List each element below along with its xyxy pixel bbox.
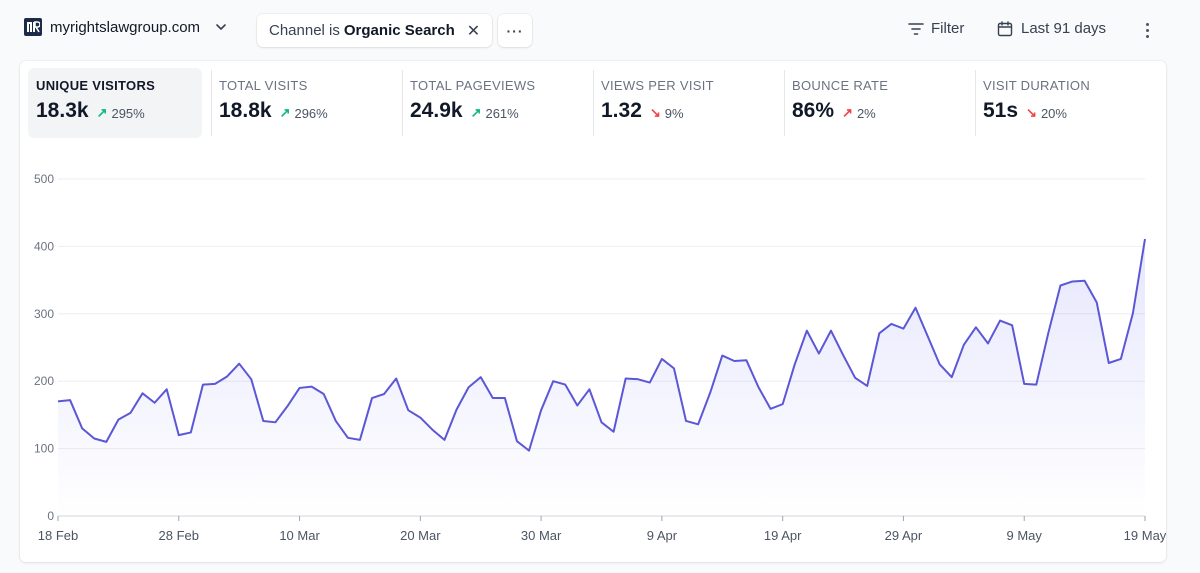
- x-tick-label: 29 Apr: [885, 528, 923, 543]
- metric-change: ↗ 296%: [280, 105, 328, 121]
- x-tick-label: 20 Mar: [400, 528, 441, 543]
- more-filters-button[interactable]: ···: [498, 14, 532, 47]
- arrow-down-right-icon: ↘: [649, 105, 661, 120]
- dashboard-card: UNIQUE VISITORS 18.3k ↗ 295% TOTAL VISITS 18.…: [20, 61, 1166, 562]
- y-tick-label: 100: [34, 442, 54, 456]
- metric-views-per-visit[interactable]: VIEWS PER VISIT 1.32 ↘ 9%: [593, 68, 784, 138]
- metric-change-value: 261%: [485, 105, 519, 121]
- metric-row: 1.32 ↘ 9%: [601, 99, 776, 123]
- y-axis: 0 100 200 300 400 500: [34, 172, 54, 523]
- metric-change-value: 20%: [1040, 105, 1067, 121]
- metric-row: 86% ↗ 2%: [792, 99, 967, 123]
- arrow-down-right-icon: ↘: [1026, 105, 1037, 120]
- metric-label: VISIT DURATION: [983, 78, 1091, 93]
- x-tick-label: 19 May: [1124, 528, 1166, 543]
- metric-label: TOTAL VISITS: [219, 78, 308, 93]
- x-tick-label: 10 Mar: [279, 528, 320, 543]
- metric-change: ↘ 9%: [650, 105, 684, 121]
- metric-change-value: 296%: [294, 105, 328, 121]
- x-tick-label: 28 Feb: [159, 528, 199, 543]
- y-tick-label: 300: [34, 307, 54, 321]
- metric-change: ↗ 2%: [842, 105, 876, 121]
- metric-label: VIEWS PER VISIT: [601, 78, 714, 93]
- arrow-up-right-icon: ↗: [96, 105, 108, 120]
- metric-value: 86%: [792, 99, 835, 122]
- y-tick-label: 500: [34, 172, 54, 186]
- metric-change-value: 2%: [856, 105, 876, 121]
- y-tick-label: 0: [47, 509, 54, 523]
- x-tick-label: 19 Apr: [764, 528, 802, 543]
- metric-total-pageviews[interactable]: TOTAL PAGEVIEWS 24.9k ↗ 261%: [402, 68, 593, 138]
- metric-change: ↗ 261%: [471, 105, 519, 121]
- calendar-icon: [997, 20, 1013, 36]
- metric-change-value: 295%: [111, 105, 145, 121]
- x-tick-label: 18 Feb: [38, 528, 78, 543]
- metric-change: ↗ 295%: [97, 105, 145, 121]
- x-tick-label: 9 Apr: [647, 528, 678, 543]
- chevron-down-icon: [216, 24, 226, 30]
- visitors-chart: 0 100 200 300 400 500 18 Feb 28 Feb 10 Mar 20 Ma…: [34, 172, 1166, 543]
- metric-row: 18.8k ↗ 296%: [219, 99, 394, 123]
- metric-row: 24.9k ↗ 261%: [410, 99, 585, 123]
- ellipsis-icon: ···: [506, 22, 524, 39]
- more-options-icon[interactable]: [1140, 20, 1154, 40]
- metric-total-visits[interactable]: TOTAL VISITS 18.8k ↗ 296%: [211, 68, 402, 138]
- metric-label: UNIQUE VISITORS: [36, 78, 156, 93]
- filter-icon: [908, 22, 924, 35]
- filter-label: Filter: [931, 20, 965, 37]
- metric-bounce-rate[interactable]: BOUNCE RATE 86% ↗ 2%: [784, 68, 975, 138]
- metric-value: 51s: [983, 99, 1019, 122]
- metric-unique-visitors[interactable]: UNIQUE VISITORS 18.3k ↗ 295%: [28, 68, 202, 138]
- chart-area: [58, 238, 1145, 517]
- site-name: myrightslawgroup.com: [50, 18, 201, 36]
- metric-value: 18.8k: [219, 99, 272, 122]
- metric-change-value: 9%: [664, 105, 684, 121]
- metric-value: 1.32: [601, 99, 642, 122]
- channel-filter-chip[interactable]: Channel is Organic Search ✕: [257, 14, 493, 47]
- date-range-label: Last 91 days: [1021, 20, 1107, 37]
- x-axis: 18 Feb 28 Feb 10 Mar 20 Mar 30 Mar 9 Apr 19 Ap…: [38, 516, 1166, 543]
- site-switcher[interactable]: myrightslawgroup.com: [24, 18, 228, 36]
- close-icon[interactable]: ✕: [466, 22, 481, 40]
- metric-value: 18.3k: [36, 99, 89, 122]
- metric-label: TOTAL PAGEVIEWS: [410, 78, 536, 93]
- chart-line: [57, 238, 1146, 452]
- x-tick-label: 9 May: [1007, 528, 1043, 543]
- filter-chip-prefix: Channel is: [269, 22, 340, 39]
- arrow-up-right-icon: ↗: [470, 105, 482, 120]
- metrics-row: UNIQUE VISITORS 18.3k ↗ 295% TOTAL VISITS 18.…: [28, 68, 1166, 138]
- metric-label: BOUNCE RATE: [792, 78, 889, 93]
- metric-value: 24.9k: [410, 99, 463, 122]
- metric-change: ↘ 20%: [1026, 105, 1067, 121]
- x-tick-label: 30 Mar: [521, 528, 562, 543]
- arrow-up-right-icon: ↗: [842, 105, 853, 120]
- site-logo-icon: [24, 18, 42, 36]
- metric-row: 18.3k ↗ 295%: [36, 99, 194, 123]
- top-bar: myrightslawgroup.com Channel is Organic …: [0, 0, 1200, 60]
- filter-chip-value: Organic Search: [343, 22, 455, 39]
- date-range-picker[interactable]: Last 91 days: [997, 20, 1106, 37]
- arrow-up-right-icon: ↗: [279, 105, 291, 120]
- metric-visit-duration[interactable]: VISIT DURATION 51s ↘ 20%: [975, 68, 1166, 138]
- y-tick-label: 200: [34, 374, 54, 388]
- metric-row: 51s ↘ 20%: [983, 99, 1158, 123]
- y-tick-label: 400: [34, 239, 54, 253]
- filter-button[interactable]: Filter: [908, 20, 964, 37]
